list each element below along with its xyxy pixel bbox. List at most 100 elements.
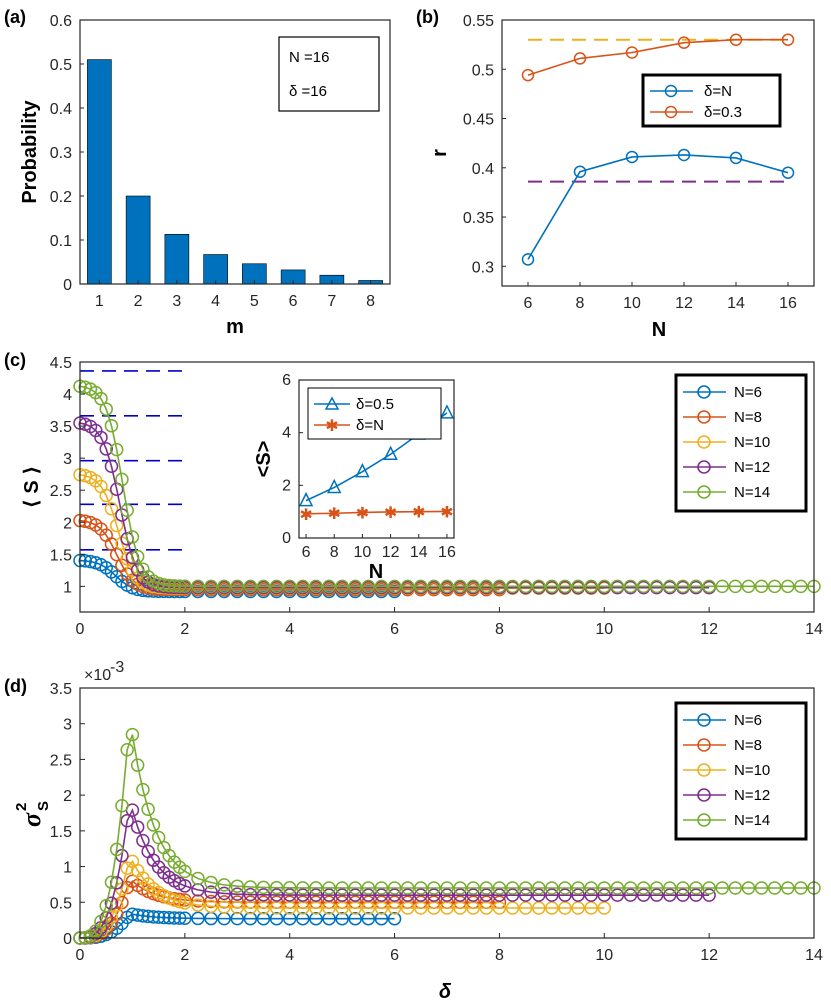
data-point — [573, 165, 587, 178]
panel-c-axes-box — [79, 361, 815, 613]
inset-xtick-label: 12 — [382, 544, 400, 561]
xtick-label: 5 — [250, 293, 259, 310]
data-point — [322, 911, 336, 926]
ytick-label: 0.45 — [463, 112, 494, 129]
data-point — [296, 579, 310, 594]
ytick-label: 2.5 — [50, 752, 72, 769]
data-point — [387, 579, 402, 594]
xtick-label: 10 — [595, 621, 613, 638]
inset-ytick-label: 6 — [282, 372, 291, 389]
data-point — [125, 727, 140, 742]
data-point — [172, 894, 187, 909]
data-point — [120, 814, 134, 828]
data-point — [374, 579, 389, 594]
data-point — [94, 391, 108, 406]
data-point — [162, 911, 176, 925]
data-point — [136, 909, 150, 923]
data-point — [309, 911, 323, 926]
data-point — [178, 579, 192, 593]
data-point — [256, 880, 271, 895]
legend-label-delta-n: δ=N — [704, 83, 732, 100]
data-point — [521, 253, 535, 266]
inset-data-point — [383, 445, 398, 461]
xtick-label: 6 — [524, 295, 533, 312]
xtick-label: 10 — [623, 295, 641, 312]
data-point — [623, 881, 638, 895]
panel-b-ylabel: r — [429, 149, 451, 157]
data-point — [584, 579, 598, 594]
data-point — [204, 894, 218, 909]
data-point — [518, 881, 533, 895]
data-point — [151, 576, 166, 591]
panel-c-legend: N=6 N=8 N=10 N=12 N=14 — [674, 373, 808, 513]
ylabel-sub: S — [35, 801, 52, 811]
data-point — [558, 881, 572, 895]
data-point — [296, 911, 310, 926]
data-point — [348, 579, 362, 594]
xtick-label: 0 — [76, 947, 85, 964]
legend-label: N=10 — [734, 434, 770, 451]
data-point — [571, 888, 585, 902]
ytick-label: 4.5 — [50, 355, 72, 372]
inset-data-point: ✱ — [328, 506, 341, 523]
data-point — [702, 881, 716, 895]
data-point — [361, 579, 376, 594]
data-point — [178, 879, 192, 893]
data-point — [440, 579, 454, 594]
inset-legend-marker-delta-n: ✱ — [325, 418, 338, 435]
ytick-label: 0.5 — [472, 62, 494, 79]
data-point — [767, 881, 782, 895]
legend-label: N=8 — [734, 737, 762, 754]
series-line-3 — [79, 807, 710, 939]
data-point — [125, 530, 140, 544]
ytick-label: 3 — [63, 717, 72, 734]
data-point — [610, 888, 625, 902]
ytick-label: 2 — [63, 788, 72, 805]
data-point — [296, 888, 310, 902]
data-point — [584, 881, 598, 895]
xtick-label: 2 — [134, 293, 143, 310]
data-point — [427, 888, 441, 902]
legend-label: N=14 — [734, 812, 770, 829]
data-point — [167, 911, 182, 925]
data-point — [729, 33, 743, 46]
data-point — [374, 888, 389, 902]
data-point — [141, 802, 155, 816]
data-point — [146, 818, 161, 832]
inset-ytick-label: 4 — [282, 425, 291, 442]
inset-series-line-1 — [306, 510, 447, 515]
data-point — [269, 888, 284, 902]
data-point — [492, 881, 507, 895]
data-point — [361, 901, 376, 915]
data-point — [78, 554, 92, 568]
panel-d-line-chart: 0 2 4 6 8 10 12 14 0 0.5 1 1.5 2 2.5 3 3.5 ×10 -3 δ σ 2… — [13, 659, 823, 1003]
data-point — [676, 881, 690, 895]
data-point — [94, 914, 108, 929]
legend-label: N=8 — [734, 409, 762, 426]
data-point — [374, 911, 389, 926]
panel-label-a: (a) — [4, 7, 26, 27]
legend-label-delta-03: δ=0.3 — [704, 104, 742, 121]
inset-data-point — [327, 478, 342, 494]
ytick-label: 0.55 — [463, 13, 494, 30]
panel-d-ylabel: σ 2 S — [13, 801, 52, 827]
data-point — [689, 881, 703, 895]
data-point — [141, 909, 155, 924]
data-point — [120, 742, 134, 757]
panel-b-legend: δ=N δ=0.3 — [641, 73, 782, 128]
data-point — [689, 579, 703, 594]
panel-label-d: (d) — [4, 676, 27, 696]
inset-xtick-label: 14 — [410, 544, 428, 561]
data-point — [104, 418, 119, 433]
legend-marker — [697, 435, 711, 449]
data-point — [157, 578, 171, 592]
data-point — [125, 907, 140, 921]
data-point — [322, 888, 336, 902]
data-point — [178, 896, 192, 910]
legend-label: N=12 — [734, 787, 770, 804]
data-point — [715, 579, 729, 594]
legend-marker-delta-n — [664, 84, 678, 98]
series-line-2 — [79, 859, 605, 939]
xtick-label: 4 — [285, 947, 294, 964]
xtick-label: 6 — [390, 621, 399, 638]
